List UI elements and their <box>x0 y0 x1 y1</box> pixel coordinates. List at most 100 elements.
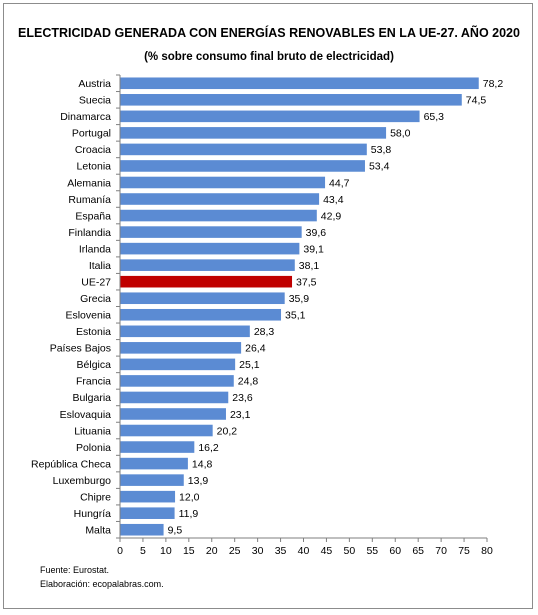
x-tick-label: 40 <box>298 545 310 557</box>
bar <box>120 242 300 255</box>
bar <box>120 193 320 205</box>
x-tick-label: 45 <box>321 545 333 557</box>
bar <box>120 358 236 371</box>
bar <box>120 474 184 486</box>
bar <box>120 308 282 321</box>
category-label: Croacia <box>75 144 111 156</box>
bar <box>120 523 164 536</box>
x-tick-label: 65 <box>412 545 424 557</box>
bar <box>120 507 175 519</box>
category-label: Eslovenia <box>65 310 111 322</box>
data-label: 53,8 <box>371 144 392 156</box>
data-label: 35,9 <box>289 293 310 305</box>
data-label: 23,1 <box>230 409 251 421</box>
data-label: 65,3 <box>424 111 445 123</box>
bar <box>120 457 188 470</box>
bar <box>120 408 226 420</box>
data-label: 9,5 <box>168 525 183 537</box>
bar <box>120 275 293 288</box>
bar <box>120 226 302 238</box>
bar <box>120 259 295 271</box>
bar <box>120 391 229 404</box>
category-label: Bulgaria <box>72 392 111 404</box>
bar <box>120 176 326 189</box>
data-label: 24,8 <box>238 376 259 388</box>
x-tick-label: 80 <box>481 545 493 557</box>
category-label: España <box>75 210 111 222</box>
data-label: 42,9 <box>321 210 342 222</box>
category-label: Chipre <box>80 491 111 503</box>
data-label: 28,3 <box>254 326 275 338</box>
data-label: 20,2 <box>217 425 238 437</box>
category-label: UE-27 <box>81 276 111 288</box>
bar <box>120 342 242 354</box>
category-label: Letonia <box>77 161 112 173</box>
x-tick-label: 20 <box>206 545 218 557</box>
bar <box>120 110 420 123</box>
bar <box>120 424 213 437</box>
data-label: 12,0 <box>179 491 200 503</box>
category-label: Italia <box>89 260 111 272</box>
data-label: 74,5 <box>466 95 487 107</box>
bar <box>120 490 176 503</box>
category-label: República Checa <box>31 458 111 470</box>
bar <box>120 375 234 387</box>
chart-subtitle: (% sobre consumo final bruto de electric… <box>144 51 394 63</box>
bar <box>120 77 479 90</box>
category-label: Países Bajos <box>50 343 111 355</box>
credit-note: Elaboración: ecopalabras.com. <box>40 579 164 589</box>
category-label: Suecia <box>79 95 111 107</box>
bar <box>120 160 365 172</box>
category-label: Irlanda <box>79 243 111 255</box>
x-tick-label: 55 <box>366 545 378 557</box>
x-tick-label: 30 <box>252 545 264 557</box>
x-tick-label: 50 <box>344 545 356 557</box>
x-tick-label: 15 <box>183 545 195 557</box>
data-label: 13,9 <box>188 475 209 487</box>
data-label: 16,2 <box>198 442 219 454</box>
data-label: 44,7 <box>329 177 350 189</box>
category-label: Rumanía <box>68 194 111 206</box>
data-label: 14,8 <box>192 458 213 470</box>
category-label: Lituania <box>74 425 111 437</box>
data-label: 43,4 <box>323 194 344 206</box>
data-label: 58,0 <box>390 128 411 140</box>
bar <box>120 441 195 453</box>
x-tick-label: 0 <box>117 545 123 557</box>
category-label: Eslovaquia <box>60 409 112 421</box>
category-label: Malta <box>85 525 111 537</box>
category-label: Dinamarca <box>60 111 111 123</box>
x-tick-label: 5 <box>140 545 146 557</box>
bar <box>120 94 462 106</box>
data-label: 39,1 <box>303 243 324 255</box>
x-tick-label: 70 <box>435 545 447 557</box>
category-label: Portugal <box>72 128 111 140</box>
data-label: 78,2 <box>483 78 504 90</box>
category-label: Alemania <box>67 177 111 189</box>
x-tick-label: 10 <box>160 545 172 557</box>
bar <box>120 127 387 139</box>
bar <box>120 292 285 305</box>
data-label: 23,6 <box>232 392 253 404</box>
category-label: Francia <box>76 376 111 388</box>
data-label: 11,9 <box>179 508 199 520</box>
category-label: Grecia <box>80 293 111 305</box>
x-tick-label: 60 <box>389 545 401 557</box>
data-label: 25,1 <box>239 359 260 371</box>
data-label: 37,5 <box>296 276 317 288</box>
category-label: Polonia <box>76 442 111 454</box>
data-label: 38,1 <box>299 260 320 272</box>
x-tick-label: 25 <box>229 545 241 557</box>
data-label: 53,4 <box>369 161 390 173</box>
data-label: 39,6 <box>306 227 327 239</box>
category-label: Hungría <box>74 508 112 520</box>
category-label: Estonia <box>76 326 111 338</box>
x-tick-label: 35 <box>275 545 287 557</box>
category-label: Finlandia <box>68 227 111 239</box>
category-label: Luxemburgo <box>53 475 112 487</box>
chart-title: ELECTRICIDAD GENERADA CON ENERGÍAS RENOV… <box>18 26 520 40</box>
bar <box>120 209 317 222</box>
bar <box>120 143 367 156</box>
source-note: Fuente: Eurostat. <box>40 565 110 575</box>
